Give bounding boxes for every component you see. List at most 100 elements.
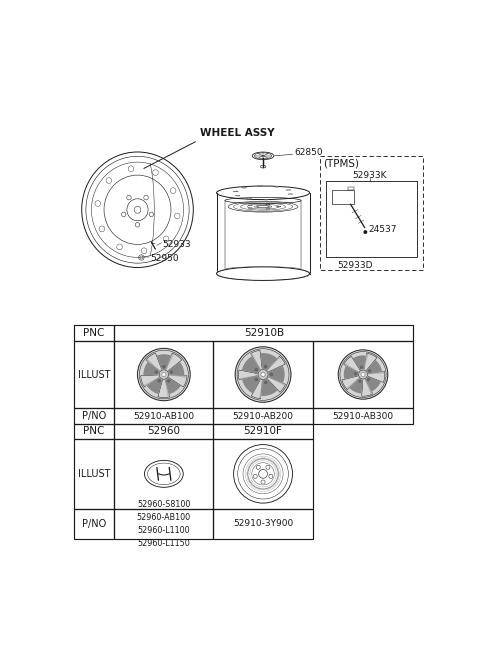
Bar bbox=[74, 509, 114, 539]
Text: P/NO: P/NO bbox=[82, 411, 106, 421]
Polygon shape bbox=[353, 355, 366, 371]
Bar bbox=[114, 409, 214, 424]
Text: PNC: PNC bbox=[84, 426, 105, 436]
Ellipse shape bbox=[144, 195, 148, 200]
Circle shape bbox=[137, 348, 190, 401]
Polygon shape bbox=[251, 350, 263, 371]
Circle shape bbox=[361, 373, 365, 376]
Text: ILLUST: ILLUST bbox=[78, 469, 110, 479]
Ellipse shape bbox=[235, 195, 240, 196]
Text: (TPMS): (TPMS) bbox=[324, 159, 360, 169]
Text: ILLUST: ILLUST bbox=[78, 369, 110, 380]
Circle shape bbox=[253, 474, 257, 478]
Polygon shape bbox=[266, 357, 280, 371]
Bar bbox=[214, 340, 312, 409]
Polygon shape bbox=[365, 360, 382, 374]
Bar bbox=[348, 187, 354, 191]
Circle shape bbox=[270, 373, 273, 376]
Circle shape bbox=[162, 373, 166, 376]
Ellipse shape bbox=[128, 166, 134, 171]
Polygon shape bbox=[267, 376, 285, 386]
Polygon shape bbox=[242, 375, 261, 393]
Polygon shape bbox=[240, 375, 259, 380]
Bar bbox=[312, 409, 413, 424]
Ellipse shape bbox=[216, 266, 311, 281]
Circle shape bbox=[368, 378, 370, 380]
Bar bbox=[326, 181, 417, 257]
Circle shape bbox=[264, 365, 266, 368]
Polygon shape bbox=[157, 354, 171, 371]
Bar bbox=[214, 509, 312, 539]
Text: 52933K: 52933K bbox=[353, 171, 387, 180]
Polygon shape bbox=[168, 375, 187, 387]
Circle shape bbox=[359, 380, 361, 382]
Polygon shape bbox=[239, 370, 259, 380]
Polygon shape bbox=[342, 376, 360, 390]
Circle shape bbox=[359, 370, 368, 379]
Text: 52933: 52933 bbox=[162, 240, 191, 249]
Bar bbox=[114, 424, 214, 439]
Ellipse shape bbox=[135, 223, 140, 227]
Bar bbox=[214, 424, 312, 439]
Polygon shape bbox=[165, 376, 181, 394]
Polygon shape bbox=[367, 371, 384, 374]
Circle shape bbox=[255, 369, 257, 371]
Polygon shape bbox=[349, 377, 363, 394]
Polygon shape bbox=[364, 353, 369, 371]
Polygon shape bbox=[365, 376, 381, 392]
Text: 52950: 52950 bbox=[151, 254, 180, 263]
Bar bbox=[74, 439, 114, 509]
Bar bbox=[114, 325, 413, 340]
Ellipse shape bbox=[247, 198, 252, 199]
Circle shape bbox=[261, 373, 265, 376]
Ellipse shape bbox=[127, 195, 131, 200]
Polygon shape bbox=[261, 353, 277, 371]
Circle shape bbox=[355, 373, 357, 374]
Circle shape bbox=[168, 380, 169, 382]
Bar bbox=[74, 325, 114, 340]
Ellipse shape bbox=[141, 248, 147, 254]
Polygon shape bbox=[344, 363, 360, 373]
Text: P/NO: P/NO bbox=[82, 519, 106, 529]
Bar bbox=[312, 340, 413, 409]
Ellipse shape bbox=[153, 170, 158, 175]
Text: 52910-3Y900: 52910-3Y900 bbox=[233, 520, 293, 528]
Ellipse shape bbox=[233, 191, 238, 192]
Ellipse shape bbox=[286, 190, 291, 191]
Polygon shape bbox=[141, 375, 160, 387]
Bar bbox=[74, 340, 114, 409]
Polygon shape bbox=[267, 366, 285, 383]
Polygon shape bbox=[364, 378, 372, 394]
Bar bbox=[114, 509, 214, 539]
Circle shape bbox=[262, 374, 264, 376]
Polygon shape bbox=[266, 376, 286, 392]
Text: WHEEL ASSY: WHEEL ASSY bbox=[200, 128, 274, 138]
Polygon shape bbox=[251, 378, 263, 399]
Polygon shape bbox=[367, 371, 385, 382]
Polygon shape bbox=[166, 353, 182, 372]
Circle shape bbox=[362, 374, 364, 375]
Ellipse shape bbox=[99, 226, 105, 232]
Circle shape bbox=[269, 474, 273, 478]
Polygon shape bbox=[144, 362, 161, 375]
Text: 52910-AB200: 52910-AB200 bbox=[232, 411, 294, 420]
Text: 62850: 62850 bbox=[294, 148, 323, 157]
Circle shape bbox=[266, 465, 270, 469]
Ellipse shape bbox=[117, 244, 122, 250]
Text: PNC: PNC bbox=[84, 328, 105, 338]
Polygon shape bbox=[146, 359, 161, 372]
Text: 52910-AB100: 52910-AB100 bbox=[133, 411, 194, 420]
Polygon shape bbox=[158, 378, 170, 397]
Circle shape bbox=[258, 369, 268, 380]
Ellipse shape bbox=[170, 188, 176, 194]
Text: 52933D: 52933D bbox=[337, 261, 373, 269]
Circle shape bbox=[261, 480, 265, 484]
Polygon shape bbox=[144, 376, 160, 387]
Ellipse shape bbox=[95, 200, 101, 206]
Text: 52910B: 52910B bbox=[244, 328, 284, 338]
Text: 24537: 24537 bbox=[369, 225, 397, 235]
Bar bbox=[74, 424, 114, 439]
Bar bbox=[214, 409, 312, 424]
Polygon shape bbox=[266, 356, 285, 373]
Ellipse shape bbox=[363, 230, 367, 234]
